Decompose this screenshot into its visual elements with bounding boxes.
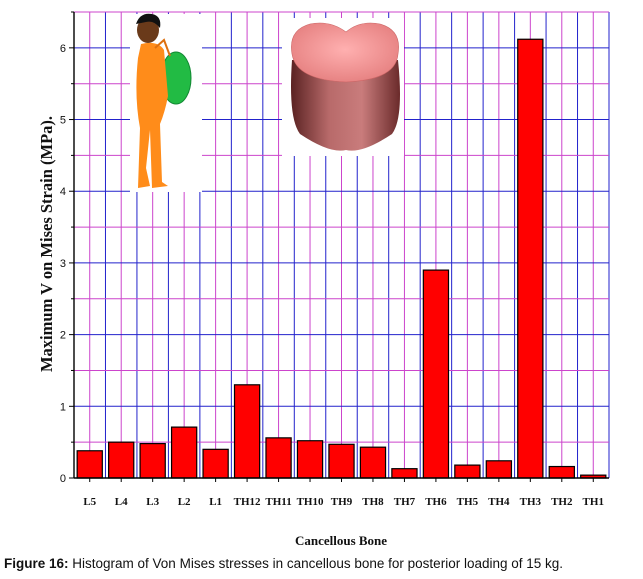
bar-th6 xyxy=(422,269,450,479)
y-tick-label: 2 xyxy=(60,330,66,342)
x-tick-label-th2: TH2 xyxy=(551,496,573,508)
x-tick-label-th5: TH5 xyxy=(457,496,479,508)
bars xyxy=(76,38,607,479)
bar-th10 xyxy=(296,440,324,479)
y-tick-labels: 0 1 2 3 4 5 6 xyxy=(60,43,66,485)
x-tick-label-th10: TH10 xyxy=(297,496,324,508)
y-axis-label: Maximum V on Mises Strain (MPa). xyxy=(37,116,56,372)
bar-th2 xyxy=(548,465,575,479)
x-tick-label-l3: L3 xyxy=(146,496,159,508)
x-tick-label-l2: L2 xyxy=(178,496,191,508)
y-tick-label: 3 xyxy=(60,258,66,270)
bar-l3 xyxy=(139,442,166,479)
bar-th4 xyxy=(485,460,513,479)
axes xyxy=(69,11,609,482)
bar-th9 xyxy=(328,443,355,479)
bar-th12 xyxy=(233,384,261,479)
x-tick-label-th6: TH6 xyxy=(425,496,447,508)
y-tick-label: 4 xyxy=(60,186,66,198)
y-tick-label: 1 xyxy=(60,401,66,413)
y-tick-label: 0 xyxy=(60,473,66,485)
bar-th3 xyxy=(517,38,544,479)
bar-th11 xyxy=(265,437,292,479)
figure-caption: Figure 16: Histogram of Von Mises stress… xyxy=(4,556,640,571)
x-tick-label-l4: L4 xyxy=(115,496,128,508)
bar-th5 xyxy=(454,464,481,479)
x-tick-label-th7: TH7 xyxy=(394,496,416,508)
y-tick-label: 5 xyxy=(60,115,66,127)
x-tick-label-th11: TH11 xyxy=(265,496,291,508)
x-tick-label-th8: TH8 xyxy=(362,496,384,508)
chart: 0 1 2 3 4 5 6 L5 L4 L3 L2 L1 TH12 TH11 TH10 TH9 TH8 TH7 T… xyxy=(37,11,610,548)
bar-l5 xyxy=(76,450,103,479)
x-tick-label-th12: TH12 xyxy=(234,496,261,508)
x-tick-label-th9: TH9 xyxy=(331,496,353,508)
person-carrying-backpack-icon xyxy=(130,13,202,192)
x-tick-label-l5: L5 xyxy=(83,496,96,508)
x-tick-label-l1: L1 xyxy=(209,496,222,508)
x-tick-labels: L5 L4 L3 L2 L1 TH12 TH11 TH10 TH9 TH8 TH7 TH6 TH5 TH4… xyxy=(83,496,604,508)
bar-l1 xyxy=(202,448,229,479)
x-axis-label: Cancellous Bone xyxy=(295,533,387,548)
caption-text: Histogram of Von Mises stresses in cance… xyxy=(68,556,564,571)
vertebral-body-icon xyxy=(282,18,404,156)
bar-l2 xyxy=(170,426,198,479)
caption-label: Figure 16: xyxy=(4,556,69,571)
x-tick-label-th4: TH4 xyxy=(488,496,510,508)
bar-l4 xyxy=(108,441,135,479)
y-tick-label: 6 xyxy=(60,43,66,55)
x-tick-label-th3: TH3 xyxy=(520,496,542,508)
bar-th8 xyxy=(359,446,387,479)
bar-th7 xyxy=(391,468,418,479)
x-tick-label-th1: TH1 xyxy=(583,496,604,508)
